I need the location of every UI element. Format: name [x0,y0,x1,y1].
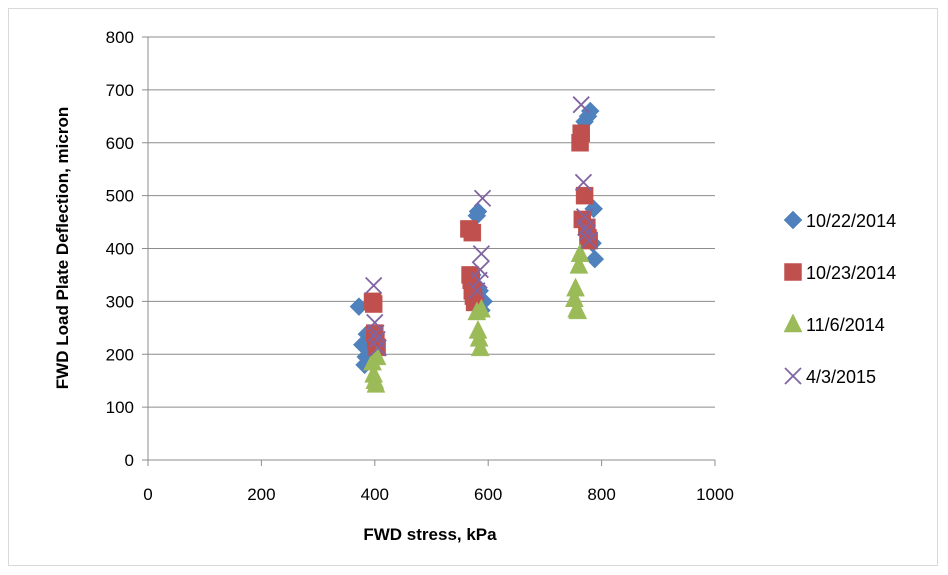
data-point [472,245,491,263]
data-points [349,96,605,393]
x-tick-label: 1000 [696,485,734,504]
x-marker-stroke [368,330,386,349]
data-point [572,124,590,142]
data-point [471,298,491,318]
data-point [367,346,387,366]
series-3 [363,243,590,393]
x-marker-stroke [365,276,383,295]
data-point [575,186,594,205]
data-point [366,373,386,393]
legend-marker [784,263,802,281]
x-marker-stroke [577,218,595,236]
legend-marker [783,210,803,230]
data-point [364,295,383,313]
x-marker-stroke [367,324,385,342]
legend-label: 10/22/2014 [806,211,896,231]
data-point [367,324,385,342]
y-tick-label: 600 [106,134,134,153]
data-point [585,249,605,269]
x-tick-label: 400 [361,485,389,504]
y-tick-label: 300 [106,292,134,311]
x-marker-stroke [574,173,593,192]
y-tick-label: 200 [106,345,134,364]
legend-item: 4/3/2015 [784,367,876,387]
x-marker-stroke [471,261,489,279]
x-marker-stroke [369,339,387,357]
series-2 [363,124,598,357]
data-point [566,277,585,297]
data-point [365,276,383,295]
x-tick-label: 800 [587,485,615,504]
legend-label: 11/6/2014 [806,315,885,335]
x-marker-stroke [572,96,590,114]
y-tick-label: 100 [106,398,134,417]
data-point [570,243,590,263]
data-point [572,96,590,114]
data-point [369,339,387,357]
x-axis-title: FWD stress, kPa [363,525,497,544]
x-marker-stroke [578,224,597,242]
data-point [468,202,488,221]
data-point [580,231,598,250]
legend-marker [784,367,802,385]
x-marker-stroke [784,367,802,385]
data-point [577,218,595,236]
x-marker-stroke [473,189,492,207]
y-tick-label: 0 [125,451,134,470]
x-marker-stroke [468,282,486,300]
data-point [470,337,490,357]
gridlines [148,36,715,408]
legend-item: 11/6/2014 [783,313,885,335]
legend-label: 10/23/2014 [806,263,896,283]
legend-marker [783,313,803,333]
data-point [473,189,492,207]
data-point [574,173,593,192]
y-tick-label: 400 [106,240,134,259]
legend: 10/22/2014 10/23/2014 11/6/2014 4/3/2015 [783,210,896,387]
x-tick-label: 200 [247,485,275,504]
legend-item: 10/23/2014 [784,263,896,283]
y-tick-labels: 0 100 200 300 400 500 600 700 800 [106,28,134,470]
y-tick-label: 800 [106,28,134,47]
data-point [569,254,589,274]
x-tick-label: 600 [474,485,502,504]
x-tick-label: 0 [143,485,152,504]
y-axis-title: FWD Load Plate Deflection, micron [53,107,72,389]
data-point [468,282,486,300]
series-4 [365,96,598,357]
x-tick-labels: 0 200 400 600 800 1000 [143,485,734,504]
y-tick-label: 700 [106,81,134,100]
x-marker-stroke [472,245,491,263]
x-marker-stroke [580,231,598,250]
legend-label: 4/3/2015 [806,367,876,387]
y-tick-label: 500 [106,187,134,206]
legend-item: 10/22/2014 [783,210,896,231]
data-point [471,261,489,279]
data-point [568,300,588,320]
axes [142,36,716,466]
data-point [463,223,482,242]
